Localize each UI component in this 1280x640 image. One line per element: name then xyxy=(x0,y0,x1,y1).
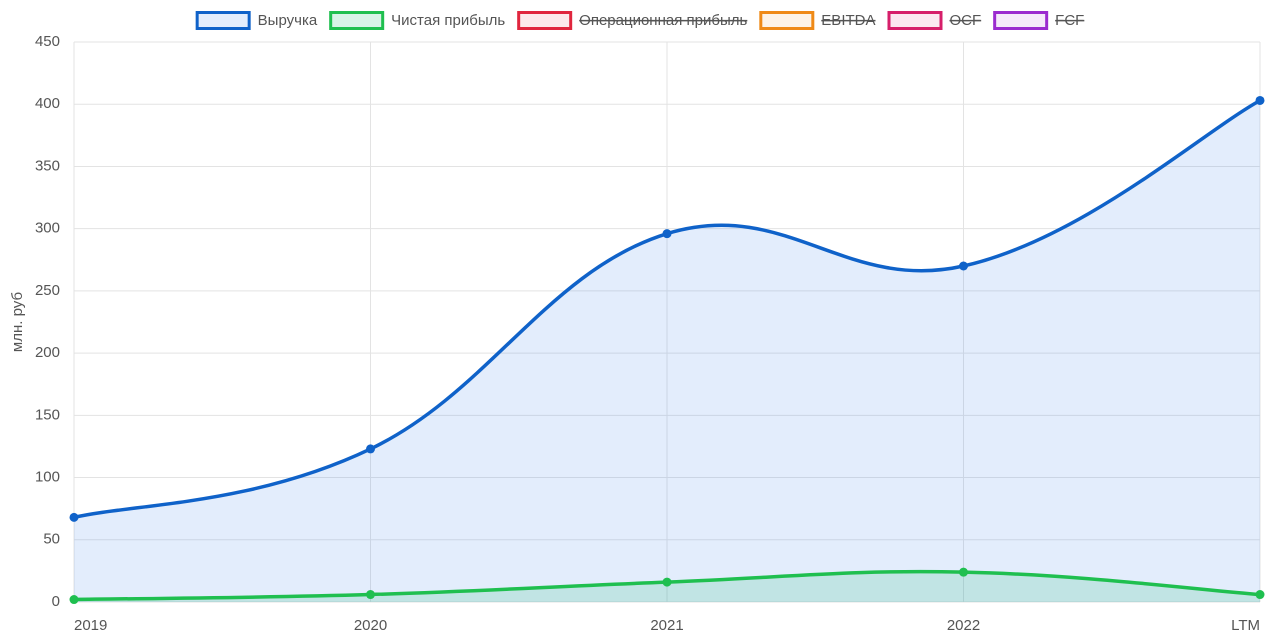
y-tick-label: 100 xyxy=(35,469,60,486)
point xyxy=(69,512,79,522)
x-tick-label: 2021 xyxy=(650,617,683,634)
point xyxy=(959,261,968,271)
legend-swatch xyxy=(195,11,251,30)
x-tick-label: 2022 xyxy=(947,617,980,634)
point xyxy=(1255,590,1265,600)
point xyxy=(662,229,672,239)
legend: Выручка Чистая прибыль Операционная прибыл… xyxy=(195,11,1085,30)
area xyxy=(74,571,1260,602)
y-tick-label: 300 xyxy=(35,220,60,237)
y-tick-label: 0 xyxy=(52,593,60,610)
legend-swatch xyxy=(993,11,1049,30)
y-tick-label: 200 xyxy=(35,344,60,361)
legend-label: OCF xyxy=(949,12,981,29)
point xyxy=(959,567,968,577)
y-tick-label: 250 xyxy=(35,282,60,299)
y-tick-label: 400 xyxy=(35,95,60,112)
legend-item[interactable]: Операционная прибыль xyxy=(517,11,748,30)
legend-swatch xyxy=(887,11,943,30)
y-tick-label: 350 xyxy=(35,157,60,174)
point xyxy=(69,595,79,605)
legend-swatch xyxy=(517,11,573,30)
legend-item[interactable]: OCF xyxy=(887,11,981,30)
point xyxy=(662,577,672,587)
area xyxy=(74,100,1260,602)
legend-label: EBITDA xyxy=(821,12,875,29)
legend-item[interactable]: EBITDA xyxy=(759,11,876,30)
x-tick-label: 2019 xyxy=(74,617,107,634)
legend-label: Выручка xyxy=(258,12,318,29)
y-axis-label: млн. руб xyxy=(9,292,26,352)
point xyxy=(1255,95,1265,105)
y-tick-label: 450 xyxy=(35,33,60,50)
legend-swatch xyxy=(759,11,815,30)
legend-label: Чистая прибыль xyxy=(391,12,505,29)
legend-item[interactable]: Чистая прибыль xyxy=(329,11,506,30)
legend-label: Операционная прибыль xyxy=(579,12,747,29)
legend-swatch xyxy=(329,11,385,30)
x-tick-label: 2020 xyxy=(354,617,387,634)
y-tick-label: 50 xyxy=(43,531,60,548)
point xyxy=(366,444,375,454)
legend-label: FCF xyxy=(1055,12,1084,29)
x-tick-label: LTM xyxy=(1231,617,1260,634)
legend-item[interactable]: FCF xyxy=(993,11,1085,30)
y-tick-label: 150 xyxy=(35,406,60,423)
legend-item[interactable]: Выручка xyxy=(195,11,318,30)
point xyxy=(366,590,375,600)
